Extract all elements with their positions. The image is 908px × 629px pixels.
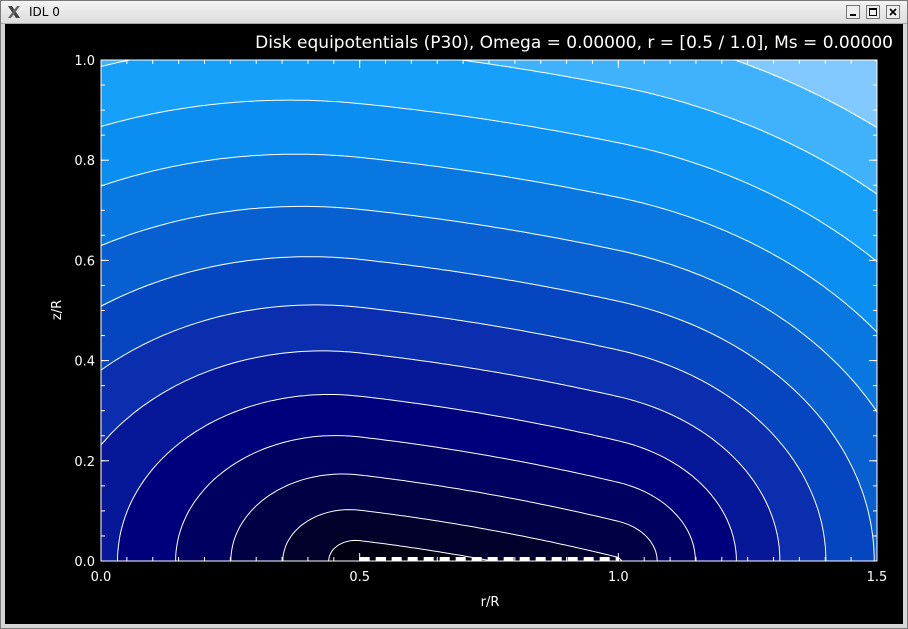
title-bar[interactable]: IDL 0 xyxy=(1,1,907,24)
contour-line-11 xyxy=(100,99,878,262)
plot-canvas: 0.0 0.5 1.0 1.5 0.0 0.2 0.4 0.6 0.8 1.0 Disk equi… xyxy=(5,24,903,624)
contour-line-4 xyxy=(175,435,696,562)
contour-line-12 xyxy=(100,59,878,195)
x-tick-label: 0.5 xyxy=(349,570,370,585)
contour-band-10 xyxy=(101,100,878,331)
y-tick-label: 0.8 xyxy=(74,154,95,169)
contour-band-6 xyxy=(101,304,826,562)
maximize-icon xyxy=(869,8,877,16)
minimize-button[interactable] xyxy=(846,5,860,19)
contour-band-2 xyxy=(231,474,658,562)
close-button[interactable] xyxy=(886,5,900,19)
contour-line-8 xyxy=(100,256,875,561)
y-tick-label: 0.0 xyxy=(74,555,95,570)
contour-band-11 xyxy=(101,60,878,261)
contour-line-3 xyxy=(230,473,658,562)
y-tick-label: 0.4 xyxy=(74,355,95,370)
contour-line-5 xyxy=(117,394,737,562)
contour-band-9 xyxy=(101,154,878,411)
x-axis-label: r/R xyxy=(481,595,500,610)
y-tick-label: 0.6 xyxy=(74,254,95,269)
y-tick-label: 0.2 xyxy=(74,455,95,470)
contour-line-7 xyxy=(100,304,827,562)
y-tick-label: 1.0 xyxy=(74,54,95,69)
contour-line-13 xyxy=(734,59,878,129)
contour-band-4 xyxy=(117,394,738,562)
chart-title: Disk equipotentials (P30), Omega = 0.000… xyxy=(255,33,893,53)
x11-icon xyxy=(8,6,20,18)
contour-band-7 xyxy=(101,256,876,562)
contour-band-5 xyxy=(101,350,780,562)
minimize-icon xyxy=(850,14,856,16)
contour-plot: 0.0 0.5 1.0 1.5 0.0 0.2 0.4 0.6 0.8 1.0 Disk equi… xyxy=(50,33,893,610)
contour-band-1 xyxy=(283,508,622,562)
contour-band-8 xyxy=(101,206,878,562)
contour-band-0 xyxy=(329,540,488,562)
x-tick-label: 1.0 xyxy=(608,570,629,585)
window-title: IDL 0 xyxy=(29,5,60,19)
close-icon xyxy=(889,8,897,16)
contour-line-6 xyxy=(100,350,781,562)
contour-band-3 xyxy=(175,434,696,562)
y-axis-label: z/R xyxy=(50,300,65,320)
x-tick-label: 0.0 xyxy=(91,570,112,585)
contour-line-2 xyxy=(282,509,623,562)
maximize-button[interactable] xyxy=(866,5,880,19)
contour-band-12 xyxy=(101,60,878,195)
contour-band-13 xyxy=(737,60,878,127)
x-tick-label: 1.5 xyxy=(867,570,888,585)
